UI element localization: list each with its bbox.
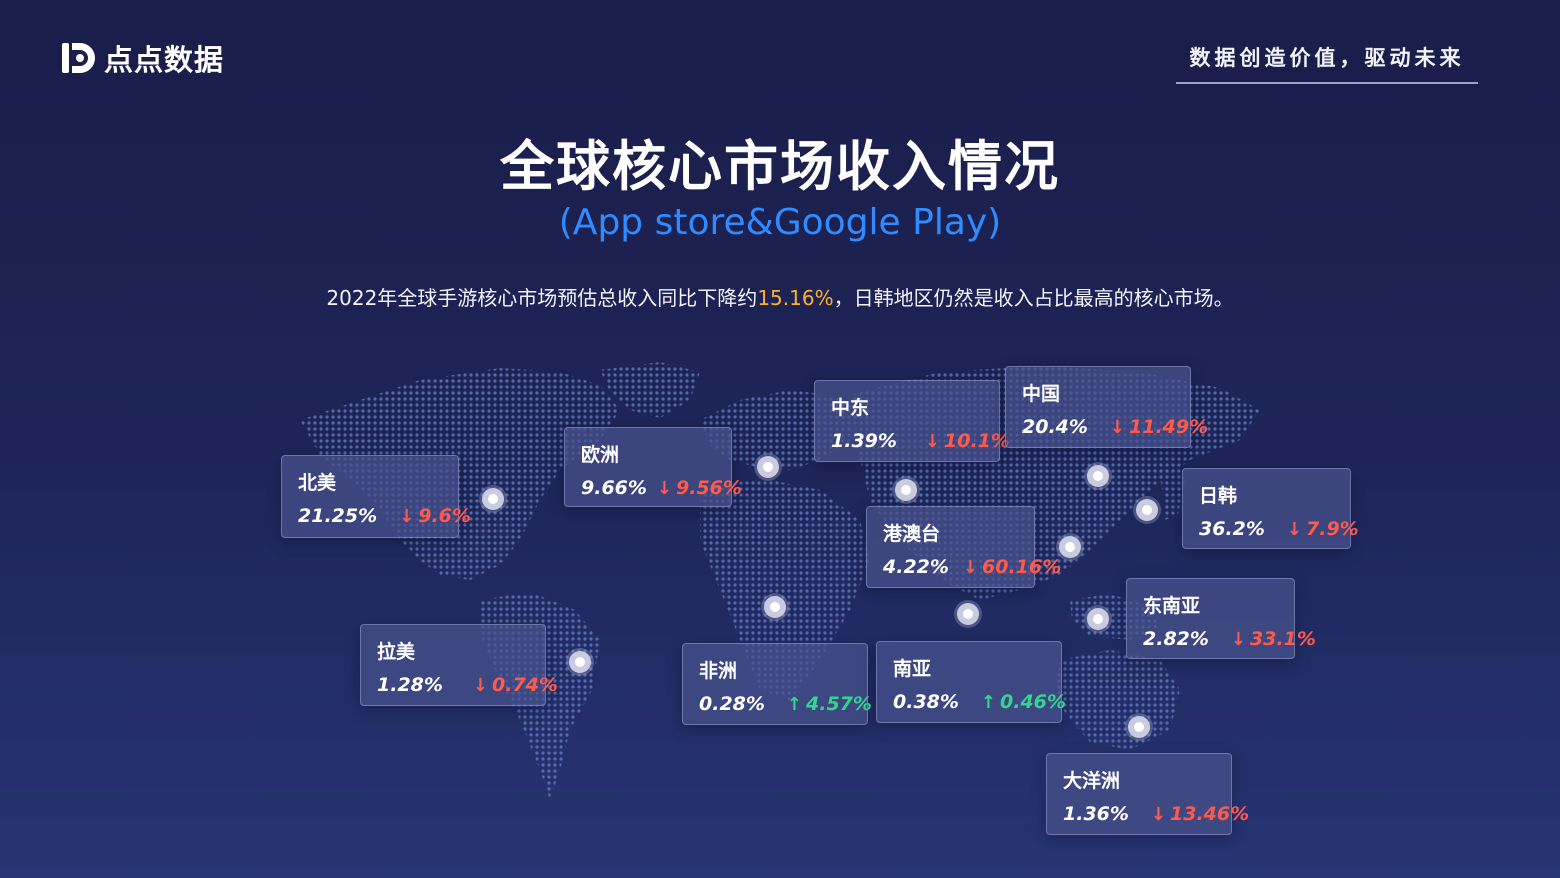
map-marker-europe[interactable] — [757, 456, 779, 478]
region-name: 非洲 — [699, 660, 738, 682]
region-name: 中国 — [1022, 383, 1061, 405]
region-change: 13.46% — [1170, 803, 1250, 825]
region-card-oceania[interactable]: 大洋洲 1.36% ↓ 13.46% — [1046, 753, 1249, 835]
arrow-down-icon: ↓ — [472, 674, 489, 696]
region-name: 欧洲 — [581, 444, 620, 466]
arrow-down-icon: ↓ — [1286, 518, 1303, 540]
region-change: 7.9% — [1306, 518, 1359, 540]
region-share: 2.82% — [1143, 628, 1209, 650]
summary-text: 2022年全球手游核心市场预估总收入同比下降约15.16%，日韩地区仍然是收入占… — [0, 282, 1560, 311]
map-marker-hk-macau-taiwan[interactable] — [1059, 536, 1081, 558]
region-change: 11.49% — [1129, 416, 1209, 438]
page-subtitle: (App store&Google Play) — [558, 202, 1002, 243]
region-card-south-asia[interactable]: 南亚 0.38% ↑ 0.46% — [876, 641, 1066, 723]
map-marker-africa[interactable] — [764, 596, 786, 618]
region-change: 0.74% — [492, 674, 558, 696]
region-share: 1.28% — [377, 674, 443, 696]
map-marker-oceania[interactable] — [1128, 716, 1150, 738]
map-marker-north-america[interactable] — [482, 488, 504, 510]
region-name: 港澳台 — [883, 523, 941, 545]
arrow-down-icon: ↓ — [1109, 416, 1126, 438]
arrow-down-icon: ↓ — [1150, 803, 1167, 825]
map-marker-south-asia[interactable] — [957, 603, 979, 625]
land-japan — [1160, 460, 1185, 520]
region-share: 20.4% — [1022, 416, 1088, 438]
land-australia — [1055, 650, 1180, 750]
logo-mark-icon — [58, 37, 100, 79]
arrow-up-icon: ↑ — [980, 691, 997, 713]
region-change: 4.57% — [806, 693, 872, 715]
region-name: 南亚 — [893, 658, 932, 680]
region-card-southeast-asia[interactable]: 东南亚 2.82% ↓ 33.1% — [1126, 578, 1316, 659]
slogan: 数据创造价值，驱动未来 — [1176, 42, 1478, 84]
region-name: 东南亚 — [1143, 595, 1201, 617]
region-card-japan-korea[interactable]: 日韩 36.2% ↓ 7.9% — [1182, 468, 1359, 549]
arrow-up-icon: ↑ — [786, 693, 803, 715]
region-change: 9.6% — [418, 505, 471, 527]
map-marker-japan-korea[interactable] — [1136, 499, 1158, 521]
region-name: 拉美 — [377, 641, 416, 663]
summary-text-before: 2022年全球手游核心市场预估总收入同比下降约 — [326, 286, 758, 310]
region-share: 36.2% — [1199, 518, 1265, 540]
region-card-africa[interactable]: 非洲 0.28% ↑ 4.57% — [682, 643, 872, 725]
region-share: 9.66% — [581, 477, 647, 499]
arrow-down-icon: ↓ — [962, 556, 979, 578]
land-north-america — [300, 368, 620, 580]
region-name: 日韩 — [1199, 485, 1238, 507]
region-change: 10.1% — [944, 430, 1010, 452]
map-marker-china[interactable] — [1087, 465, 1109, 487]
page-title: 全球核心市场收入情况 — [500, 135, 1060, 198]
region-share: 1.39% — [831, 430, 897, 452]
region-name: 中东 — [831, 397, 870, 419]
region-share: 1.36% — [1063, 803, 1129, 825]
region-name: 大洋洲 — [1063, 770, 1121, 792]
region-change: 33.1% — [1250, 628, 1316, 650]
map-marker-latin-america[interactable] — [569, 651, 591, 673]
region-name: 北美 — [298, 472, 337, 494]
map-marker-southeast-asia[interactable] — [1087, 608, 1109, 630]
land-greenland — [600, 362, 700, 418]
region-share: 0.28% — [699, 693, 765, 715]
arrow-down-icon: ↓ — [924, 430, 941, 452]
summary-highlight: 15.16% — [757, 286, 834, 310]
region-share: 0.38% — [893, 691, 959, 713]
region-share: 4.22% — [883, 556, 949, 578]
brand-logo: 点点数据 — [58, 38, 224, 78]
map-marker-middle-east[interactable] — [895, 479, 917, 501]
region-change: 9.56% — [676, 477, 742, 499]
region-card-hk-macau-taiwan[interactable]: 港澳台 4.22% ↓ 60.16% — [866, 506, 1061, 588]
summary-text-after: ，日韩地区仍然是收入占比最高的核心市场。 — [833, 286, 1234, 310]
region-card-latin-america[interactable]: 拉美 1.28% ↓ 0.74% — [360, 624, 558, 706]
brand-name: 点点数据 — [104, 43, 225, 77]
region-card-middle-east[interactable]: 中东 1.39% ↓ 10.1% — [814, 380, 1010, 462]
region-card-china[interactable]: 中国 20.4% ↓ 11.49% — [1005, 366, 1208, 448]
region-change: 0.46% — [1000, 691, 1066, 713]
region-card-europe[interactable]: 欧洲 9.66% ↓ 9.56% — [564, 427, 742, 507]
arrow-down-icon: ↓ — [1230, 628, 1247, 650]
arrow-down-icon: ↓ — [656, 477, 673, 499]
region-share: 21.25% — [298, 505, 378, 527]
region-card-north-america[interactable]: 北美 21.25% ↓ 9.6% — [281, 455, 471, 538]
region-change: 60.16% — [982, 556, 1062, 578]
arrow-down-icon: ↓ — [399, 505, 415, 527]
